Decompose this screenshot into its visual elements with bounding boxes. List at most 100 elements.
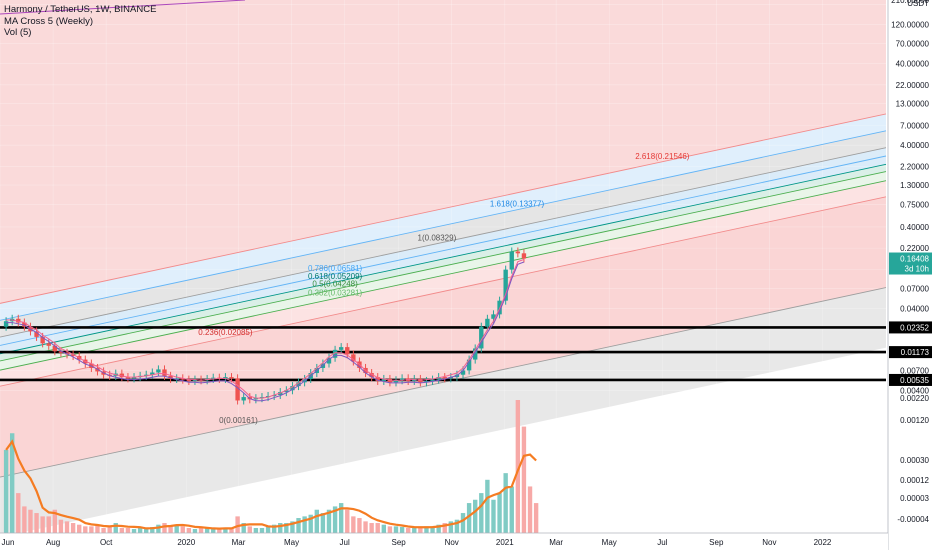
fib-band <box>0 147 886 346</box>
volume-bar <box>40 516 45 533</box>
volume-bar <box>223 528 228 533</box>
volume-indicator-label[interactable]: Vol (5) <box>4 27 32 38</box>
volume-bar <box>296 518 301 533</box>
time-tick-label: Sep <box>709 538 724 547</box>
time-tick-label: Jun <box>2 538 15 547</box>
volume-bar <box>363 521 368 533</box>
time-tick-label: Mar <box>549 538 563 547</box>
volume-bar <box>345 509 350 533</box>
fib-level-label: 0(0.00161) <box>219 416 258 425</box>
volume-bar <box>290 521 295 533</box>
candle-body <box>393 380 399 383</box>
volume-bar <box>168 526 173 533</box>
price-tick-label: 0.40000 <box>900 223 929 232</box>
candle-body <box>125 377 131 379</box>
volume-bar <box>381 524 387 533</box>
candle-body <box>460 370 466 375</box>
fib-band <box>0 196 886 478</box>
fib-level-label: 0.786(0.06581) <box>308 264 363 273</box>
level-tag-label: 0.01173 <box>901 348 930 357</box>
price-axis-bg <box>888 0 932 550</box>
horizontal-levels[interactable] <box>0 326 886 382</box>
volume-bar <box>3 449 9 533</box>
volume-bar <box>338 503 344 533</box>
fib-level-label: 1.618(0.13377) <box>490 200 545 209</box>
fib-line <box>0 155 887 346</box>
ma-cross-indicator-label[interactable]: MA Cross 5 (Weekly) <box>4 15 94 27</box>
time-tick-label: Nov <box>445 538 459 547</box>
volume-bar <box>479 493 484 533</box>
fib-level-label: 0.5(0.04248) <box>312 279 358 288</box>
volume-bar <box>52 509 58 533</box>
fib-line <box>0 287 887 478</box>
level-tag <box>889 321 932 334</box>
candle-body <box>369 373 374 378</box>
fib-line <box>0 196 887 387</box>
candle-body <box>192 379 198 381</box>
candle-body <box>345 347 350 355</box>
volume-bar <box>180 526 185 533</box>
volume-bar <box>454 519 460 533</box>
time-tick-label: Aug <box>46 538 60 547</box>
volume-bar <box>265 526 271 533</box>
candle-body <box>375 377 380 381</box>
volume-bar <box>308 514 313 533</box>
volume-bar <box>211 529 216 533</box>
time-tick-label: Jul <box>657 538 667 547</box>
volume-bar <box>405 528 411 533</box>
price-tick-label: 0.22000 <box>900 244 929 253</box>
volume-bar <box>509 486 514 533</box>
candle-body <box>284 390 289 393</box>
volume-bar <box>442 523 447 533</box>
fib-channel-lines <box>0 0 887 478</box>
fib-level-label: 2.618(0.21546) <box>635 152 690 161</box>
price-tick-label: 0.75000 <box>900 201 929 210</box>
time-axis-bg <box>0 533 888 550</box>
candle-body <box>186 379 192 381</box>
volume-bar <box>503 473 508 533</box>
volume-bar <box>515 400 521 533</box>
volume-bar <box>156 524 161 533</box>
candle-body <box>338 347 344 350</box>
volume-bar <box>198 528 204 533</box>
volume-bar <box>247 526 252 533</box>
volume-bar <box>326 509 332 533</box>
time-tick-label: Mar <box>232 538 246 547</box>
volume-bar <box>448 521 454 533</box>
volume-bar <box>101 528 106 533</box>
candle-body <box>241 397 246 401</box>
price-tick-label: 40.00000 <box>896 60 930 69</box>
volume-bar <box>375 523 380 533</box>
candle-body <box>70 354 76 357</box>
candle-body <box>58 351 64 353</box>
candle-body <box>479 326 484 349</box>
trend-line <box>0 0 246 15</box>
fib-line <box>0 147 887 338</box>
volume-bar <box>393 526 399 533</box>
volume-bar <box>64 521 70 533</box>
volume-bar <box>174 524 179 533</box>
level-tag <box>889 373 932 386</box>
price-tick-label: 2.20000 <box>900 162 929 171</box>
fib-line <box>0 113 887 304</box>
volume-bar <box>144 529 149 533</box>
volume-bar <box>204 528 210 533</box>
candle-body <box>424 380 429 383</box>
volume-bar <box>473 499 478 533</box>
candle-body <box>326 357 332 364</box>
volume-bar <box>241 523 246 533</box>
price-tick-label: 70.00000 <box>896 40 930 49</box>
chart-legend: Harmony / TetherUS, 1W, BINANCE MA Cross… <box>4 4 156 39</box>
candle-body <box>52 345 58 352</box>
time-tick-label: Oct <box>100 538 113 547</box>
volume-bar <box>162 523 167 533</box>
symbol-title[interactable]: Harmony / TetherUS, 1W, BINANCE <box>4 4 157 15</box>
candle-body <box>235 378 240 401</box>
time-axis[interactable]: Jun Aug Oct 2020 Mar May Jul Sep Nov 2021 Mar May Ju… <box>0 532 888 550</box>
candle-body <box>430 379 435 381</box>
candle-body <box>259 397 265 399</box>
volume-bar <box>77 524 82 533</box>
volume-bar <box>332 506 338 533</box>
